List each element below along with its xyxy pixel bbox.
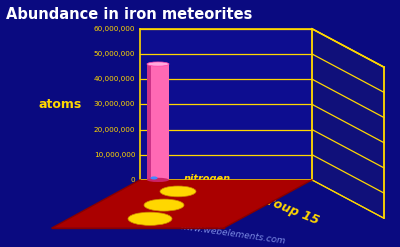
Polygon shape — [140, 29, 312, 180]
Polygon shape — [147, 64, 151, 180]
Ellipse shape — [147, 62, 169, 66]
Text: nitrogen: nitrogen — [184, 174, 231, 184]
Ellipse shape — [160, 186, 196, 197]
Text: Group 15: Group 15 — [256, 190, 320, 227]
Text: Abundance in iron meteorites: Abundance in iron meteorites — [6, 7, 252, 22]
Text: 60,000,000: 60,000,000 — [94, 26, 135, 32]
Text: www.webelements.com: www.webelements.com — [178, 222, 286, 246]
Text: 10,000,000: 10,000,000 — [94, 152, 135, 158]
Text: 40,000,000: 40,000,000 — [94, 76, 135, 82]
Text: antimony: antimony — [176, 199, 246, 212]
Ellipse shape — [150, 176, 158, 180]
Ellipse shape — [144, 199, 184, 211]
Polygon shape — [147, 64, 169, 180]
Ellipse shape — [147, 178, 169, 182]
Text: phosphorus: phosphorus — [178, 182, 246, 192]
Text: bismuth: bismuth — [166, 209, 236, 225]
Text: 30,000,000: 30,000,000 — [94, 101, 135, 107]
Text: 20,000,000: 20,000,000 — [94, 126, 135, 133]
Text: 0: 0 — [130, 177, 135, 183]
Text: arsenic: arsenic — [182, 188, 230, 201]
Ellipse shape — [128, 212, 172, 225]
Polygon shape — [52, 180, 312, 228]
Text: 50,000,000: 50,000,000 — [94, 51, 135, 57]
Text: atoms: atoms — [38, 98, 82, 111]
Polygon shape — [312, 29, 384, 218]
